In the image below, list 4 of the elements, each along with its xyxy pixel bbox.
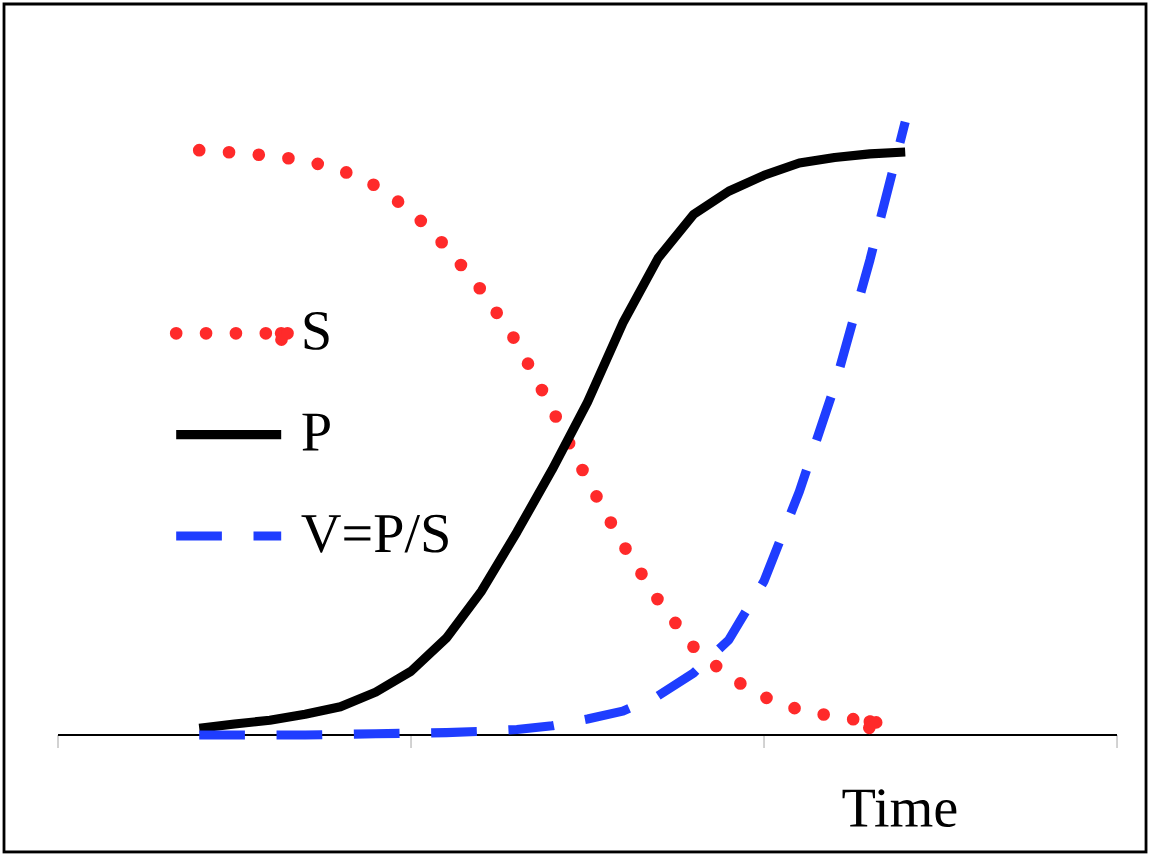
legend-label: S — [304, 312, 329, 350]
x-axis-title: Time — [842, 789, 957, 828]
legend-label: P — [302, 413, 330, 451]
legend-label: V=P/S — [301, 514, 448, 553]
